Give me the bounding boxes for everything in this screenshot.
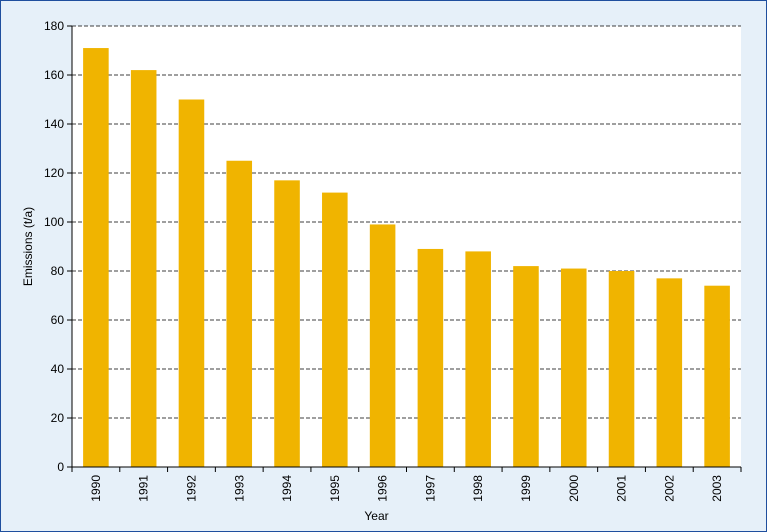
plot-area bbox=[72, 26, 741, 467]
x-tick-label: 1998 bbox=[471, 475, 485, 502]
bar-1990 bbox=[83, 48, 109, 468]
y-tick-label: 40 bbox=[51, 362, 65, 376]
bar-2002 bbox=[656, 278, 683, 467]
y-tick-label: 160 bbox=[44, 68, 64, 82]
bar-1996 bbox=[369, 224, 396, 467]
bar-2003 bbox=[704, 285, 730, 467]
x-tick-label: 1990 bbox=[89, 475, 103, 502]
bar-1997 bbox=[417, 248, 444, 467]
x-axis-title: Year bbox=[364, 509, 388, 523]
y-axis-title: Emissions (t/a) bbox=[21, 207, 35, 286]
bar-1992 bbox=[178, 99, 205, 467]
bars bbox=[83, 48, 730, 468]
x-tick-label: 1995 bbox=[328, 475, 342, 502]
x-tick-label: 2002 bbox=[662, 475, 676, 502]
bar-1998 bbox=[465, 251, 491, 467]
x-tick-label: 1997 bbox=[423, 475, 437, 502]
y-tick-label: 100 bbox=[44, 215, 64, 229]
bar-1991 bbox=[130, 70, 157, 467]
x-tick-label: 1994 bbox=[280, 475, 294, 502]
x-tick-label: 1999 bbox=[519, 475, 533, 502]
y-tick-label: 60 bbox=[51, 313, 65, 327]
x-tick-label: 1992 bbox=[184, 475, 198, 502]
y-tick-label: 0 bbox=[57, 460, 64, 474]
x-tick-label: 1991 bbox=[137, 475, 151, 502]
bar-2001 bbox=[608, 271, 635, 467]
bar-1995 bbox=[322, 192, 348, 467]
y-tick-labels: 0 20 40 60 80 100 120 140 160 180 bbox=[44, 19, 64, 474]
x-tick-label: 2001 bbox=[615, 475, 629, 502]
y-tick-label: 80 bbox=[51, 264, 65, 278]
x-tick-label: 1996 bbox=[376, 475, 390, 502]
axes bbox=[67, 25, 742, 472]
y-tick-label: 120 bbox=[44, 166, 64, 180]
x-tick-label: 2003 bbox=[710, 475, 724, 502]
bar-1994 bbox=[274, 180, 300, 467]
x-tick-labels: 1990 1991 1992 1993 1994 1995 1996 1997 1998 1999… bbox=[89, 475, 724, 502]
x-tick-label: 1993 bbox=[232, 475, 246, 502]
y-tick-label: 180 bbox=[44, 19, 64, 33]
x-tick-label: 2000 bbox=[567, 475, 581, 502]
bar-1993 bbox=[226, 160, 253, 467]
y-tick-label: 140 bbox=[44, 117, 64, 131]
bar-2000 bbox=[560, 268, 587, 467]
bar-1999 bbox=[513, 266, 539, 467]
y-tick-label: 20 bbox=[51, 411, 65, 425]
